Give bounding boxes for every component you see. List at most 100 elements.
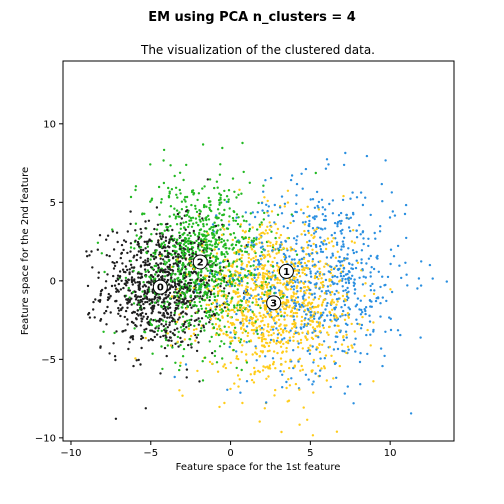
scatter-point-cluster-3 (282, 301, 286, 304)
scatter-point-cluster-3 (332, 237, 335, 240)
scatter-point-cluster-3 (285, 260, 288, 263)
scatter-point-cluster-3 (295, 292, 298, 295)
scatter-point-cluster-1 (445, 280, 448, 283)
scatter-point-cluster-1 (335, 289, 338, 293)
scatter-point-cluster-2 (239, 225, 242, 228)
scatter-point-cluster-2 (168, 190, 171, 193)
scatter-point-cluster-2 (216, 294, 220, 297)
scatter-point-cluster-2 (197, 224, 200, 227)
scatter-point-cluster-1 (358, 276, 361, 279)
scatter-point-cluster-3 (275, 264, 279, 267)
scatter-point-cluster-2 (176, 335, 180, 339)
scatter-point-cluster-0 (124, 329, 127, 332)
scatter-point-cluster-2 (182, 221, 185, 224)
scatter-point-cluster-3 (308, 319, 312, 322)
scatter-point-cluster-2 (209, 269, 212, 273)
scatter-point-cluster-3 (254, 347, 258, 350)
scatter-point-cluster-3 (279, 291, 282, 294)
scatter-point-cluster-1 (256, 211, 259, 214)
scatter-point-cluster-3 (230, 308, 233, 312)
scatter-point-cluster-3 (318, 267, 321, 270)
scatter-point-cluster-1 (324, 167, 328, 170)
scatter-point-cluster-0 (169, 311, 173, 314)
scatter-point-cluster-0 (114, 287, 118, 290)
scatter-point-cluster-3 (218, 241, 221, 244)
scatter-point-cluster-2 (225, 195, 229, 198)
scatter-point-cluster-1 (283, 337, 286, 340)
scatter-point-cluster-1 (352, 251, 356, 255)
scatter-point-cluster-1 (295, 194, 298, 197)
scatter-point-cluster-0 (144, 227, 147, 230)
scatter-point-cluster-2 (178, 302, 181, 305)
scatter-point-cluster-0 (162, 334, 165, 338)
scatter-point-cluster-1 (389, 317, 392, 320)
scatter-point-cluster-2 (220, 219, 223, 222)
scatter-point-cluster-0 (122, 286, 125, 290)
scatter-point-cluster-0 (144, 261, 147, 265)
scatter-point-cluster-2 (233, 210, 236, 214)
scatter-point-cluster-3 (321, 283, 324, 286)
scatter-point-cluster-3 (295, 286, 298, 290)
scatter-point-cluster-2 (234, 236, 237, 239)
scatter-point-cluster-2 (215, 238, 218, 242)
scatter-point-cluster-3 (279, 357, 283, 360)
scatter-point-cluster-0 (164, 246, 167, 249)
scatter-point-cluster-2 (156, 329, 160, 332)
scatter-point-cluster-3 (258, 225, 262, 229)
scatter-point-cluster-1 (301, 257, 304, 261)
scatter-point-cluster-1 (265, 401, 268, 404)
scatter-point-cluster-1 (239, 322, 242, 325)
scatter-point-cluster-3 (307, 346, 310, 350)
scatter-point-cluster-3 (273, 316, 276, 319)
scatter-point-cluster-1 (289, 178, 293, 182)
scatter-point-cluster-2 (215, 245, 218, 249)
scatter-point-cluster-3 (203, 274, 207, 277)
scatter-point-cluster-1 (398, 264, 401, 267)
scatter-point-cluster-0 (146, 263, 149, 267)
scatter-point-cluster-2 (175, 223, 179, 226)
scatter-point-cluster-3 (258, 336, 261, 340)
scatter-point-cluster-3 (245, 299, 248, 303)
scatter-point-cluster-3 (240, 308, 243, 311)
scatter-point-cluster-1 (229, 331, 232, 334)
scatter-point-cluster-1 (392, 255, 396, 258)
scatter-point-cluster-3 (196, 369, 199, 373)
scatter-point-cluster-2 (268, 289, 272, 292)
scatter-point-cluster-3 (276, 329, 280, 332)
scatter-point-cluster-3 (294, 311, 298, 315)
scatter-point-cluster-1 (307, 244, 310, 247)
scatter-point-cluster-2 (200, 271, 203, 274)
scatter-point-cluster-0 (143, 240, 146, 243)
scatter-point-cluster-0 (143, 268, 147, 271)
scatter-point-cluster-3 (288, 366, 291, 370)
scatter-point-cluster-3 (302, 302, 305, 305)
scatter-point-cluster-2 (169, 164, 172, 167)
scatter-point-cluster-3 (238, 378, 241, 381)
scatter-point-cluster-3 (328, 310, 331, 314)
scatter-point-cluster-3 (268, 313, 272, 316)
scatter-point-cluster-0 (169, 268, 172, 271)
scatter-point-cluster-3 (306, 418, 309, 421)
y-tick-label: 5 (50, 198, 56, 209)
scatter-point-cluster-3 (277, 251, 280, 254)
scatter-point-cluster-0 (139, 304, 142, 307)
scatter-point-cluster-3 (271, 244, 275, 247)
scatter-point-cluster-2 (164, 327, 167, 330)
scatter-point-cluster-1 (217, 247, 220, 251)
scatter-point-cluster-0 (122, 239, 126, 242)
scatter-point-cluster-0 (140, 346, 143, 350)
scatter-point-cluster-1 (260, 297, 263, 300)
scatter-point-cluster-3 (262, 271, 265, 275)
scatter-point-cluster-3 (305, 289, 308, 292)
scatter-point-cluster-0 (106, 305, 109, 309)
scatter-point-cluster-3 (301, 271, 304, 274)
scatter-point-cluster-1 (309, 314, 313, 317)
scatter-point-cluster-2 (217, 224, 220, 227)
scatter-point-cluster-0 (168, 263, 172, 267)
scatter-point-cluster-2 (226, 239, 229, 242)
scatter-point-cluster-2 (174, 322, 177, 326)
scatter-point-cluster-3 (301, 368, 304, 371)
scatter-point-cluster-0 (92, 300, 95, 304)
scatter-point-cluster-0 (116, 288, 119, 292)
scatter-point-cluster-3 (294, 382, 298, 386)
